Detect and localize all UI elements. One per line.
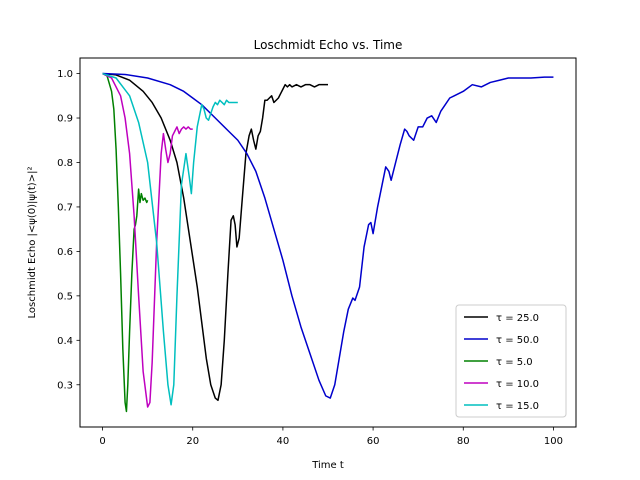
series-layer [102,72,554,413]
y-axis-ticks: 0.3 0.4 0.5 0.6 0.7 0.8 0.9 1.0 [57,69,80,391]
legend-box [455,304,567,418]
legend-label-3: τ = 10.0 [496,379,539,390]
x-axis-title: Time t [311,460,344,471]
x-tick-label: 40 [277,436,290,447]
chart-title: Loschmidt Echo vs. Time [254,38,403,52]
y-tick-label: 0.3 [57,380,73,391]
y-tick-label: 0.7 [57,202,73,213]
series-line-0 [102,72,328,402]
x-tick-label: 80 [457,436,470,447]
x-tick-label: 0 [99,436,105,447]
legend-label-1: τ = 50.0 [496,335,539,346]
x-tick-label: 60 [367,436,380,447]
legend: τ = 25.0 τ = 50.0 τ = 5.0 τ = 10.0 τ = 15.0 [455,304,567,418]
y-tick-label: 0.5 [57,291,73,302]
legend-label-2: τ = 5.0 [496,357,533,368]
series-line-2 [102,72,149,413]
x-tick-label: 20 [186,436,199,447]
legend-label-4: τ = 15.0 [496,401,539,412]
y-tick-label: 0.6 [57,247,73,258]
x-tick-label: 100 [544,436,563,447]
plot-frame [79,57,577,428]
series-line-4 [102,72,238,406]
y-axis-title: Loschmidt Echo |<ψ(0)|ψ(t)>|² [27,167,38,319]
series-line-1 [102,72,554,399]
y-tick-label: 0.9 [57,114,73,125]
legend-label-0: τ = 25.0 [496,313,539,324]
x-axis-ticks: 0 20 40 60 80 100 [99,427,563,447]
y-tick-label: 0.4 [57,336,73,347]
series-line-3 [102,72,193,408]
y-tick-label: 1.0 [57,69,73,80]
y-tick-label: 0.8 [57,158,73,169]
